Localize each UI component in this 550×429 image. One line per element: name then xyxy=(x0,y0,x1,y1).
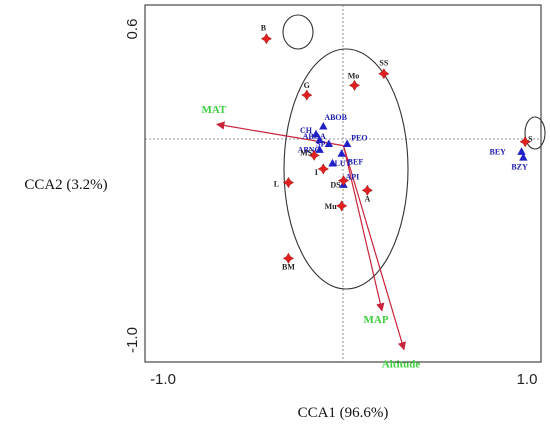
site-label-i: I xyxy=(315,168,318,177)
species-marker-sp xyxy=(324,139,334,148)
site-marker-i xyxy=(317,163,329,175)
env-vector-arrow-map xyxy=(342,145,385,312)
site-label-b: B xyxy=(261,24,267,33)
y-tick-label: -1.0 xyxy=(124,327,141,353)
environmental-vectors: MAT MAP Altitude xyxy=(201,104,420,370)
x-tick-label: 1.0 xyxy=(517,371,538,388)
site-marker-g xyxy=(301,89,313,101)
site-marker-ms xyxy=(308,149,320,161)
site-label-ms: MS xyxy=(300,148,313,157)
species-label-abob: ABOB xyxy=(324,113,347,122)
site-label-a: A xyxy=(364,194,370,203)
species-marker-bzy xyxy=(519,153,528,161)
env-vector-label-map: MAP xyxy=(364,314,389,326)
site-group-ellipse-s xyxy=(524,116,546,150)
species-label-bey: BEY xyxy=(489,147,506,156)
species-label-sp: SP xyxy=(316,140,325,149)
site-marker-mo xyxy=(348,79,361,91)
site-label-ds: DS xyxy=(330,181,341,190)
species-marker-peo xyxy=(342,139,352,148)
species-label-lut: LUT xyxy=(334,159,351,168)
env-vector-arrow-altitude xyxy=(342,145,406,351)
y-axis-label: CCA2 (3.2%) xyxy=(24,177,107,193)
site-label-mu: Mu xyxy=(325,202,338,211)
site-group-ellipse-b xyxy=(282,14,314,50)
site-marker-bm xyxy=(282,252,295,264)
site-marker-l xyxy=(282,176,295,189)
env-vector-label-mat: MAT xyxy=(201,104,227,116)
species-marker-abno xyxy=(315,145,324,153)
species-marker-ch xyxy=(311,129,321,138)
site-label-s: S xyxy=(528,135,533,144)
site-label-ss: SS xyxy=(379,59,388,68)
site-label-g: G xyxy=(304,81,310,90)
species-label-ch: CH xyxy=(300,126,313,135)
site-marker-ds xyxy=(337,175,350,187)
species-label-bef: BEF xyxy=(348,157,364,166)
species-marker-bey xyxy=(517,147,526,155)
site-marker-b xyxy=(260,33,273,45)
env-vector-label-altitude: Altitude xyxy=(382,359,421,371)
site-marker-a xyxy=(361,184,373,196)
species-label-bzy: BZY xyxy=(511,162,528,171)
x-axis-label: CCA1 (96.6%) xyxy=(298,405,389,421)
species-label-peo: PEO xyxy=(351,134,367,143)
site-group-ellipse-main xyxy=(283,48,409,290)
species-marker-lut xyxy=(328,158,337,167)
species-label-aboa: ABOA xyxy=(303,132,326,141)
site-marker-mu xyxy=(336,200,348,212)
site-label-l: L xyxy=(274,180,279,189)
site-label-mo: Mo xyxy=(348,71,360,80)
species-marker-abob xyxy=(319,121,328,130)
species-marker-bef xyxy=(337,149,346,157)
species-label-abno: ABNO xyxy=(298,146,321,155)
x-tick-label: -1.0 xyxy=(150,371,176,388)
site-label-bm: BM xyxy=(282,262,295,271)
species-marker-aboa xyxy=(315,135,324,144)
site-marker-ss xyxy=(378,68,390,80)
y-tick-label: 0.6 xyxy=(124,19,141,40)
species-label-api: API xyxy=(346,173,360,182)
site-marker-s xyxy=(519,136,531,148)
site-points: B SS Mo G S MS I L DS A Mu BM xyxy=(261,24,533,272)
